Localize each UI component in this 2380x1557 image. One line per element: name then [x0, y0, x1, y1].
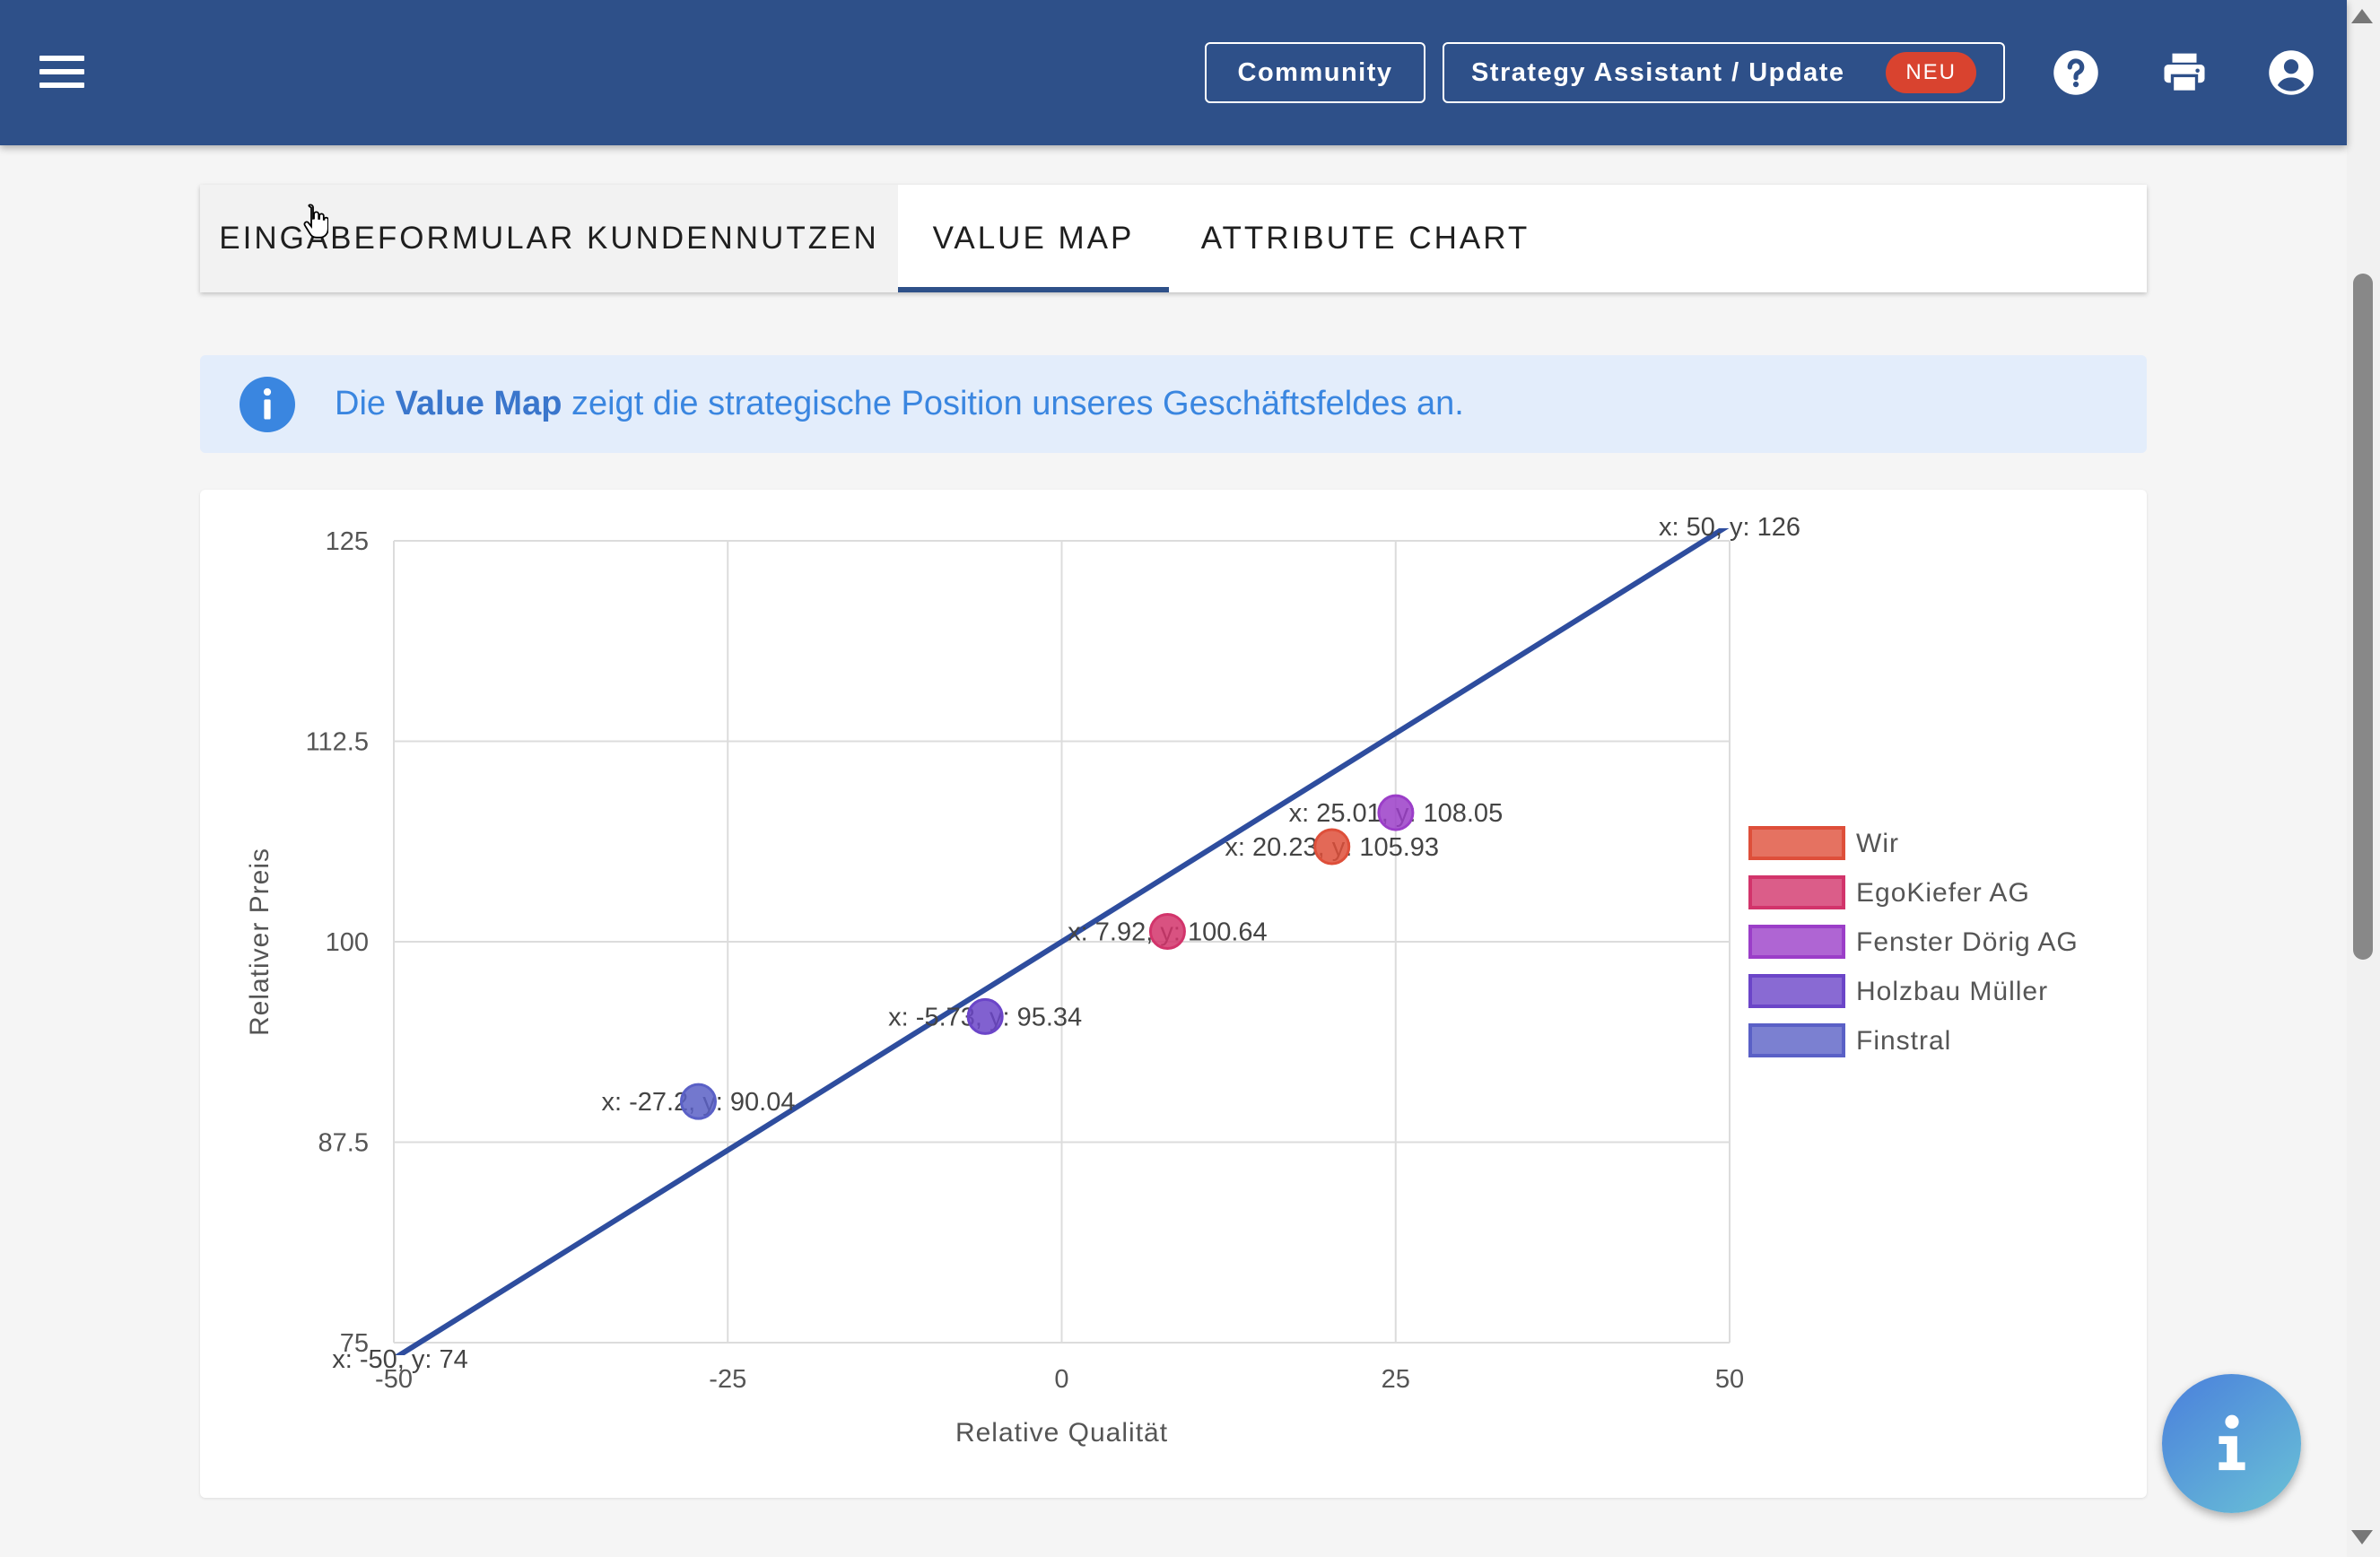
- info-banner: Die Value Map zeigt die strategische Pos…: [200, 355, 2147, 453]
- x-tick-label: 25: [1382, 1365, 1410, 1394]
- y-tick-label: 75: [340, 1329, 369, 1358]
- scroll-up-icon[interactable]: [2351, 9, 2373, 23]
- print-icon[interactable]: [2160, 48, 2209, 97]
- menu-icon[interactable]: [39, 56, 84, 90]
- legend-swatch: [1748, 925, 1845, 959]
- top-app-bar: Community Strategy Assistant / Update NE…: [0, 0, 2347, 145]
- legend-label: Holzbau Müller: [1856, 977, 2048, 1006]
- legend-label: EgoKiefer AG: [1856, 878, 2030, 908]
- info-fab-button[interactable]: [2162, 1374, 2301, 1513]
- y-tick-label: 112.5: [306, 728, 369, 757]
- data-point: [1148, 913, 1186, 951]
- x-tick-label: -25: [709, 1365, 746, 1394]
- x-tick-label: 50: [1715, 1365, 1744, 1394]
- info-icon: [2218, 1414, 2245, 1470]
- tab-label: ATTRIBUTE CHART: [1200, 221, 1530, 256]
- info-banner-highlight: Value Map: [395, 385, 562, 422]
- legend-label: Finstral: [1856, 1026, 1951, 1056]
- data-point: [679, 1083, 717, 1120]
- info-icon: [240, 377, 295, 432]
- legend-label: Fenster Dörig AG: [1856, 927, 2079, 957]
- strategy-assistant-label: Strategy Assistant / Update: [1471, 57, 1845, 87]
- legend-swatch: [1748, 974, 1845, 1008]
- x-axis-title: Relative Qualität: [955, 1418, 1168, 1448]
- data-point: [1313, 828, 1351, 865]
- x-tick-label: -50: [375, 1365, 413, 1394]
- x-tick-label: 0: [1054, 1365, 1068, 1394]
- line-point-label: x: -50, y: 74: [332, 1345, 468, 1374]
- legend-swatch: [1748, 875, 1845, 909]
- legend-label: Wir: [1856, 829, 1899, 858]
- tab-eingabeformular-kundennutzen[interactable]: EINGABEFORMULAR KUNDENNUTZEN: [200, 185, 898, 292]
- community-button[interactable]: Community: [1205, 42, 1425, 103]
- tab-label: VALUE MAP: [932, 221, 1135, 256]
- y-tick-label: 100: [326, 928, 369, 957]
- legend-swatch: [1748, 1023, 1845, 1057]
- data-point: [1377, 794, 1415, 831]
- info-banner-text: Die Value Map zeigt die strategische Pos…: [335, 385, 1464, 422]
- hand-cursor-icon: [303, 204, 328, 239]
- y-axis-title: Relativer Preis: [245, 848, 275, 1036]
- value-map-chart: -50 -25 0 25 50 75 87.5 100 112.5 125 Relative Qua…: [245, 513, 2079, 1448]
- legend-swatch: [1748, 826, 1845, 860]
- tab-attribute-chart[interactable]: ATTRIBUTE CHART: [1169, 185, 1562, 292]
- tab-label: EINGABEFORMULAR KUNDENNUTZEN: [219, 221, 879, 256]
- strategy-assistant-button[interactable]: Strategy Assistant / Update NEU: [1443, 42, 2005, 103]
- tab-bar: EINGABEFORMULAR KUNDENNUTZEN VALUE MAP A…: [200, 185, 2147, 292]
- new-badge: NEU: [1886, 52, 1976, 93]
- value-map-chart-card: -50 -25 0 25 50 75 87.5 100 112.5 125 Relative Qua…: [200, 490, 2147, 1498]
- tab-value-map[interactable]: VALUE MAP: [898, 185, 1169, 292]
- scroll-down-icon[interactable]: [2351, 1530, 2373, 1544]
- account-icon[interactable]: [2267, 48, 2315, 97]
- scrollbar-thumb[interactable]: [2353, 274, 2373, 960]
- help-icon[interactable]: [2052, 48, 2100, 97]
- value-equivalence-line: [394, 528, 1730, 1355]
- data-point: [966, 997, 1004, 1035]
- y-tick-label: 87.5: [318, 1129, 369, 1158]
- community-button-label: Community: [1237, 57, 1393, 87]
- y-tick-label: 125: [326, 527, 369, 556]
- line-point-label: x: 50, y: 126: [1659, 513, 1800, 542]
